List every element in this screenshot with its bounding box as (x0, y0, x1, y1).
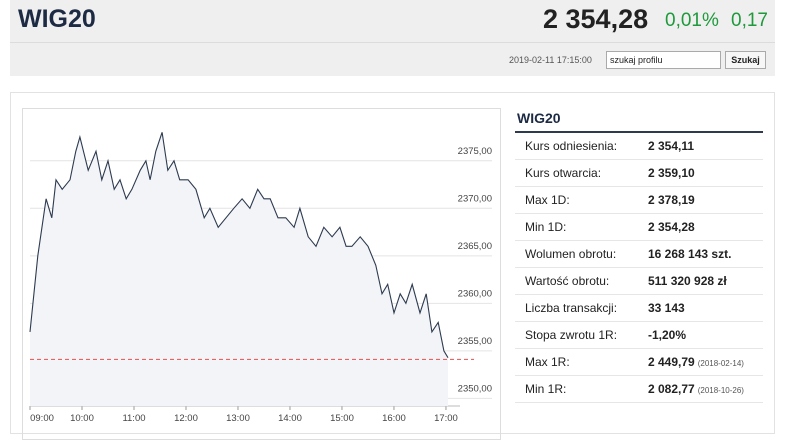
row-label: Min 1D: (525, 220, 567, 234)
separator (10, 42, 775, 43)
row-label: Wolumen obrotu: (525, 247, 617, 261)
row-label: Wartość obrotu: (525, 274, 610, 288)
y-tick-label: 2350,00 (458, 383, 492, 394)
index-title: WIG20 (18, 5, 96, 33)
table-row: Min 1R: 2 082,77 (2018-10-26) (515, 376, 763, 403)
x-tick-label: 14:00 (278, 413, 302, 424)
change: 0,17 (731, 10, 768, 31)
x-tick-label: 10:00 (70, 413, 94, 424)
table-row: Wartość obrotu: 511 320 928 zł (515, 268, 763, 295)
row-value: -1,20% (648, 322, 686, 348)
row-value: 33 143 (648, 295, 685, 321)
value-text: 511 320 928 zł (648, 274, 727, 288)
row-value: 2 354,28 (648, 214, 695, 240)
y-tick-label: 2370,00 (458, 193, 492, 204)
table-row: Stopa zwrotu 1R: -1,20% (515, 322, 763, 349)
x-tick-label: 09:00 (30, 413, 54, 424)
table-title: WIG20 (517, 110, 561, 126)
table-rule (515, 131, 763, 133)
row-label: Stopa zwrotu 1R: (525, 328, 618, 342)
change-percent: 0,01% (665, 10, 719, 31)
search-input[interactable]: szukaj profilu (606, 51, 721, 69)
y-tick-label: 2355,00 (458, 336, 492, 347)
value-text: -1,20% (648, 328, 687, 342)
row-value: 2 378,19 (648, 187, 695, 213)
row-value: 16 268 143 szt. (648, 241, 731, 267)
table-row: Kurs otwarcia: 2 359,10 (515, 160, 763, 187)
price: 2 354,28 (543, 4, 649, 34)
page: WIG20 2 354,28 0,01% 0,17 2019-02-11 17:… (10, 0, 775, 440)
price-line (29, 132, 449, 358)
row-value: 2 354,11 (648, 133, 694, 159)
x-tick-label: 16:00 (382, 413, 406, 424)
table-row: Min 1D: 2 354,28 (515, 214, 763, 241)
x-tick-label: 13:00 (226, 413, 250, 424)
value-text: 2 359,10 (648, 166, 695, 180)
table-row: Liczba transakcji: 33 143 (515, 295, 763, 322)
row-label: Liczba transakcji: (525, 301, 618, 315)
row-value: 2 359,10 (648, 160, 695, 186)
area-fill (30, 132, 448, 407)
chart: 2350,00 2355,00 2360,00 2365,00 2370,00 2375,… (29, 132, 492, 424)
x-tick-label: 12:00 (174, 413, 198, 424)
value-text: 2 354,28 (648, 220, 695, 234)
search-button[interactable]: Szukaj (725, 51, 766, 69)
value-text: 2 082,77 (648, 382, 695, 396)
table-row: Kurs odniesienia: 2 354,11 (515, 133, 763, 160)
x-tick-label: 15:00 (330, 413, 354, 424)
value-text: 33 143 (648, 301, 685, 315)
row-label: Min 1R: (525, 382, 567, 396)
row-value: 2 082,77 (2018-10-26) (648, 376, 744, 404)
value-date: (2018-10-26) (697, 386, 744, 395)
table-row: Wolumen obrotu: 16 268 143 szt. (515, 241, 763, 268)
row-value: 511 320 928 zł (648, 268, 727, 294)
value-text: 16 268 143 szt. (648, 247, 732, 261)
row-label: Kurs odniesienia: (525, 139, 618, 153)
table-row: Max 1D: 2 378,19 (515, 187, 763, 214)
x-tick-label: 17:00 (434, 413, 458, 424)
timestamp: 2019-02-11 17:15:00 (509, 55, 592, 65)
value-text: 2 449,79 (648, 355, 695, 369)
table-row: Max 1R: 2 449,79 (2018-02-14) (515, 349, 763, 376)
y-tick-label: 2360,00 (458, 288, 492, 299)
row-value: 2 449,79 (2018-02-14) (648, 349, 744, 377)
y-tick-label: 2365,00 (458, 241, 492, 252)
value-text: 2 354,11 (648, 139, 695, 153)
x-tick-label: 11:00 (122, 413, 145, 424)
y-tick-label: 2375,00 (458, 146, 492, 157)
value-text: 2 378,19 (648, 193, 695, 207)
row-label: Max 1R: (525, 355, 570, 369)
row-label: Kurs otwarcia: (525, 166, 602, 180)
value-date: (2018-02-14) (697, 359, 744, 368)
row-label: Max 1D: (525, 193, 570, 207)
